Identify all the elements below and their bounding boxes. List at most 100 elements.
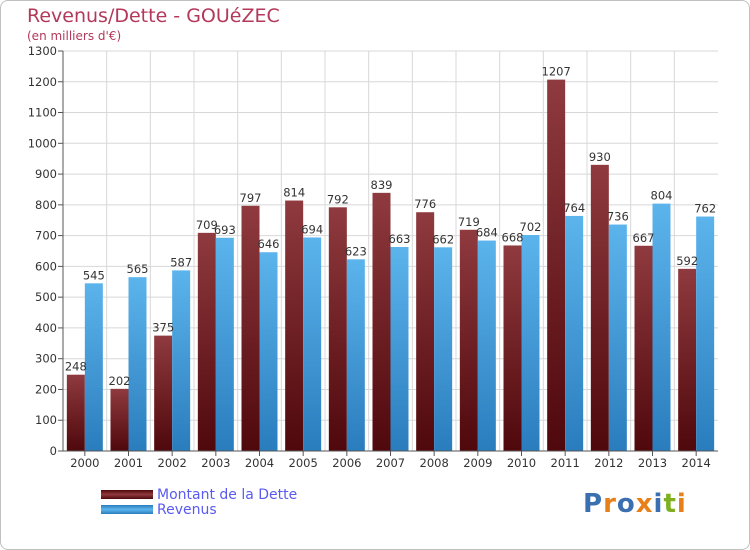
- value-label-dette-2012: 930: [589, 150, 611, 164]
- bar-revenus-2012: [608, 224, 627, 451]
- value-label-dette-2010: 668: [502, 230, 524, 244]
- bar-dette-2003: [197, 232, 216, 451]
- value-label-revenus-2014: 762: [694, 202, 716, 216]
- bar-dette-2011: [547, 79, 566, 451]
- value-label-revenus-2003: 693: [214, 223, 236, 237]
- value-label-dette-2002: 375: [152, 321, 174, 335]
- logo-letter: t: [663, 489, 677, 519]
- value-label-revenus-2000: 545: [83, 268, 105, 282]
- x-tick-label: 2005: [289, 456, 318, 470]
- bar-revenus-2007: [390, 247, 409, 451]
- x-tick-label: 2007: [376, 456, 405, 470]
- x-tick-label: 2006: [332, 456, 361, 470]
- value-label-revenus-2011: 764: [563, 201, 585, 215]
- value-label-dette-2007: 839: [371, 178, 393, 192]
- bar-revenus-2002: [172, 270, 191, 451]
- y-tick-label: 200: [35, 382, 57, 396]
- logo-letter: P: [583, 489, 604, 519]
- bar-dette-2010: [503, 245, 522, 451]
- axes: 0 100 200 300 400 500 600 700 800 900 1000 1100 1200…: [28, 44, 718, 470]
- bar-dette-2001: [110, 388, 129, 451]
- x-tick-label: 2009: [463, 456, 492, 470]
- y-tick-label: 0: [50, 444, 57, 458]
- value-label-revenus-2012: 736: [607, 210, 629, 224]
- x-tick-label: 2003: [201, 456, 230, 470]
- value-label-dette-2004: 797: [240, 191, 262, 205]
- logo-letter: o: [616, 489, 636, 519]
- y-tick-label: 100: [35, 413, 57, 427]
- legend: Montant de la Dette Revenus: [101, 487, 297, 518]
- y-tick-label: 500: [35, 290, 57, 304]
- value-label-revenus-2004: 646: [258, 237, 280, 251]
- x-tick-label: 2012: [594, 456, 623, 470]
- bar-dette-2006: [328, 207, 347, 451]
- bar-dette-2013: [634, 245, 653, 451]
- bar-revenus-2004: [259, 252, 278, 451]
- value-label-dette-2000: 248: [65, 360, 87, 374]
- value-label-dette-2011: 1207: [542, 65, 571, 79]
- bar-revenus-2013: [652, 203, 671, 451]
- x-tick-label: 2000: [70, 456, 99, 470]
- bar-dette-2007: [372, 192, 391, 451]
- bar-dette-2014: [678, 268, 697, 451]
- value-label-dette-2013: 667: [633, 231, 655, 245]
- y-tick-label: 800: [35, 198, 57, 212]
- bar-dette-2005: [285, 200, 304, 451]
- y-tick-label: 400: [35, 321, 57, 335]
- bar-revenus-2010: [521, 235, 540, 451]
- y-tick-label: 1100: [28, 106, 57, 120]
- y-tick-label: 900: [35, 167, 57, 181]
- y-tick-label: 700: [35, 229, 57, 243]
- bar-dette-2008: [416, 212, 435, 451]
- logo-letter: r: [603, 489, 617, 519]
- legend-item-dette: Montant de la Dette: [101, 487, 297, 503]
- bar-revenus-2006: [346, 259, 365, 451]
- value-label-revenus-2002: 587: [170, 255, 192, 269]
- x-tick-label: 2002: [158, 456, 187, 470]
- bar-revenus-2014: [696, 216, 715, 451]
- x-tick-label: 2008: [420, 456, 449, 470]
- logo-letter: i: [676, 489, 687, 519]
- value-label-dette-2014: 592: [676, 254, 698, 268]
- value-label-dette-2006: 792: [327, 192, 349, 206]
- x-tick-label: 2010: [507, 456, 536, 470]
- bar-revenus-2000: [84, 283, 103, 451]
- y-tick-label: 600: [35, 259, 57, 273]
- bar-revenus-2005: [303, 237, 322, 451]
- logo-letter: i: [653, 489, 664, 519]
- legend-swatch-dette: [101, 490, 153, 499]
- value-label-revenus-2010: 702: [520, 220, 542, 234]
- value-label-dette-2005: 814: [283, 186, 305, 200]
- x-tick-label: 2011: [551, 456, 580, 470]
- bar-revenus-2003: [215, 237, 234, 451]
- chart-subtitle: (en milliers d'€): [27, 29, 122, 43]
- value-label-revenus-2008: 662: [432, 232, 454, 246]
- bar-dette-2004: [241, 205, 260, 451]
- bar-dette-2009: [459, 229, 478, 451]
- value-label-revenus-2006: 623: [345, 244, 367, 258]
- bar-revenus-2011: [565, 215, 584, 451]
- x-tick-label: 2001: [114, 456, 143, 470]
- logo-letter: x: [635, 489, 654, 519]
- value-label-dette-2001: 202: [109, 374, 131, 388]
- value-label-dette-2009: 719: [458, 215, 480, 229]
- bar-revenus-2008: [434, 247, 453, 451]
- y-tick-label: 1000: [28, 136, 57, 150]
- value-label-revenus-2001: 565: [127, 262, 149, 276]
- bar-dette-2000: [66, 374, 85, 451]
- y-tick-label: 300: [35, 352, 57, 366]
- value-label-revenus-2005: 694: [301, 222, 323, 236]
- y-tick-label: 1200: [28, 75, 57, 89]
- value-label-revenus-2007: 663: [389, 232, 411, 246]
- bar-revenus-2001: [128, 277, 147, 451]
- value-label-dette-2008: 776: [414, 197, 436, 211]
- proxiti-logo: Proxiti: [583, 489, 687, 519]
- legend-swatch-revenus: [101, 505, 153, 514]
- x-tick-label: 2004: [245, 456, 274, 470]
- legend-item-revenus: Revenus: [101, 502, 297, 518]
- bars: [66, 79, 715, 451]
- x-tick-label: 2013: [638, 456, 667, 470]
